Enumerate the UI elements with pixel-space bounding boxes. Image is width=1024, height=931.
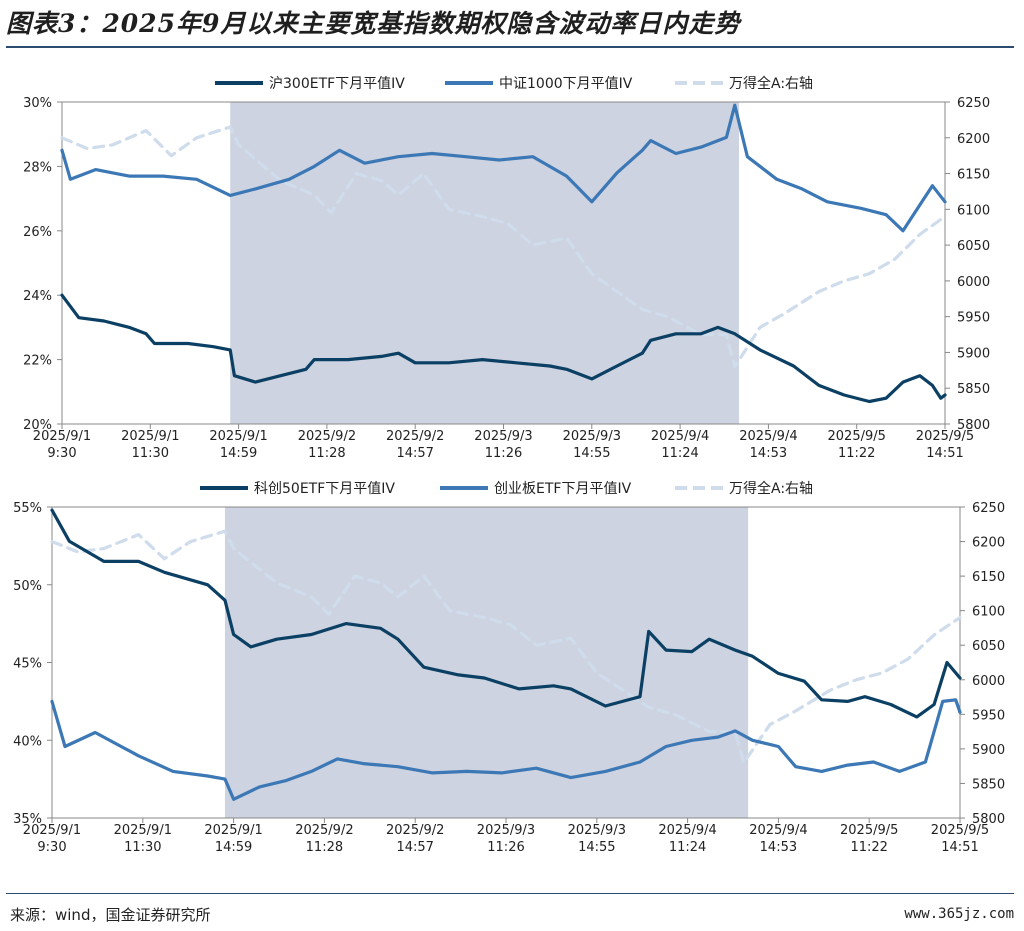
right-tick-label: 5850: [957, 382, 990, 397]
series-line-1: [50, 698, 962, 801]
x-tick-date: 2025/9/4: [749, 823, 807, 838]
x-tick-date: 2025/9/1: [33, 429, 91, 444]
right-tick-label: 5900: [972, 743, 1005, 758]
right-tick-label: 6000: [972, 674, 1005, 689]
x-tick-date: 2025/9/3: [477, 823, 535, 838]
legend-label: 万得全A:右轴: [729, 480, 813, 497]
right-tick-label: 5900: [957, 346, 990, 361]
right-tick-label: 6250: [957, 96, 990, 111]
x-tick-time: 14:59: [215, 840, 252, 855]
x-tick-time: 14:59: [220, 446, 257, 461]
x-tick-date: 2025/9/2: [295, 823, 353, 838]
x-tick-date: 2025/9/5: [931, 823, 989, 838]
left-tick-label: 24%: [23, 289, 52, 304]
x-tick-time: 14:51: [941, 840, 978, 855]
legend-label: 创业板ETF下月平值IV: [494, 481, 632, 497]
series-line-1: [60, 103, 947, 233]
chart-svg-bottom: 35% 40% 45% 50% 55% 5800 5850 5900 5950 6000 6050 6…: [13, 480, 1005, 855]
x-tick-date: 2025/9/3: [474, 429, 532, 444]
right-tick-label: 6000: [957, 275, 990, 290]
watermark: www.365jz.com: [904, 906, 1014, 922]
x-tick-date: 2025/9/1: [204, 823, 262, 838]
chart-hs300-csi1000: 20% 22% 24% 26% 28% 30% 5800 5850 5900 5950 6000 60…: [0, 62, 1024, 472]
x-tick-date: 2025/9/5: [828, 429, 886, 444]
left-tick-label: 26%: [23, 225, 52, 240]
series-line-0: [50, 508, 962, 719]
x-tick-time: 11:26: [485, 446, 522, 461]
right-tick-label: 5850: [972, 777, 1005, 792]
x-tick-time: 14:57: [396, 840, 433, 855]
footer-rule: [6, 893, 1014, 894]
x-tick-date: 2025/9/2: [386, 429, 444, 444]
x-tick-time: 9:30: [47, 446, 76, 461]
left-tick-label: 20%: [23, 418, 52, 433]
x-tick-date: 2025/9/4: [739, 429, 797, 444]
legend-label: 万得全A:右轴: [729, 75, 813, 92]
x-tick-time: 14:53: [760, 840, 797, 855]
x-tick-date: 2025/9/5: [916, 429, 974, 444]
right-tick-label: 6050: [957, 239, 990, 254]
chart-svg-top: 20% 22% 24% 26% 28% 30% 5800 5850 5900 5950 6000 60…: [23, 75, 990, 461]
x-tick-time: 11:30: [132, 446, 169, 461]
left-tick-label: 50%: [13, 579, 42, 594]
x-tick-date: 2025/9/1: [23, 823, 81, 838]
source-note: 来源：wind，国金证券研究所: [10, 906, 211, 924]
x-tick-date: 2025/9/5: [840, 823, 898, 838]
left-tick-label: 55%: [13, 501, 42, 516]
legend-label: 沪300ETF下月平值IV: [269, 76, 405, 92]
right-tick-label: 5950: [957, 311, 990, 326]
x-tick-time: 11:22: [838, 446, 875, 461]
title-rule: [6, 46, 1014, 48]
right-tick-label: 6050: [972, 639, 1005, 654]
x-tick-time: 11:28: [306, 840, 343, 855]
right-tick-label: 6100: [972, 605, 1005, 620]
shaded-period: [230, 102, 739, 424]
right-tick-label: 6100: [957, 203, 990, 218]
x-tick-time: 11:24: [669, 840, 706, 855]
right-tick-label: 5800: [972, 812, 1005, 827]
x-tick-date: 2025/9/1: [121, 429, 179, 444]
right-tick-label: 6150: [957, 168, 990, 183]
right-tick-label: 6250: [972, 501, 1005, 516]
figure-title: 图表3：2025年9月以来主要宽基指数期权隐含波动率日内走势: [6, 9, 741, 38]
legend-label: 中证1000下月平值IV: [499, 76, 633, 92]
x-tick-time: 9:30: [37, 840, 66, 855]
left-tick-label: 28%: [23, 160, 52, 175]
left-tick-label: 45%: [13, 657, 42, 672]
x-tick-time: 11:24: [661, 446, 698, 461]
x-tick-date: 2025/9/2: [386, 823, 444, 838]
legend-label: 科创50ETF下月平值IV: [254, 481, 395, 497]
x-tick-time: 14:55: [578, 840, 615, 855]
x-tick-date: 2025/9/3: [563, 429, 621, 444]
right-tick-label: 5800: [957, 418, 990, 433]
shaded-period: [224, 507, 749, 818]
series-line-2: [60, 125, 947, 369]
x-tick-date: 2025/9/1: [209, 429, 267, 444]
series-line-0: [60, 293, 947, 404]
right-tick-label: 6200: [957, 132, 990, 147]
x-tick-time: 11:28: [308, 446, 345, 461]
left-tick-label: 40%: [13, 734, 42, 749]
series-line-2: [50, 529, 962, 765]
right-tick-label: 6200: [972, 536, 1005, 551]
right-tick-label: 5950: [972, 708, 1005, 723]
x-tick-date: 2025/9/4: [658, 823, 716, 838]
right-tick-label: 6150: [972, 570, 1005, 585]
left-tick-label: 30%: [23, 96, 52, 111]
x-tick-date: 2025/9/2: [298, 429, 356, 444]
x-tick-time: 11:22: [850, 840, 887, 855]
chart-star50-chinext: 35% 40% 45% 50% 55% 5800 5850 5900 5950 6000 6050 6…: [0, 480, 1024, 885]
x-tick-date: 2025/9/1: [114, 823, 172, 838]
x-tick-time: 14:51: [926, 446, 963, 461]
x-tick-time: 11:30: [124, 840, 161, 855]
x-tick-time: 14:55: [573, 446, 610, 461]
x-tick-time: 14:53: [750, 446, 787, 461]
left-tick-label: 35%: [13, 812, 42, 827]
x-tick-time: 11:26: [487, 840, 524, 855]
x-tick-date: 2025/9/4: [651, 429, 709, 444]
x-tick-date: 2025/9/3: [568, 823, 626, 838]
x-tick-time: 14:57: [396, 446, 433, 461]
left-tick-label: 22%: [23, 354, 52, 369]
